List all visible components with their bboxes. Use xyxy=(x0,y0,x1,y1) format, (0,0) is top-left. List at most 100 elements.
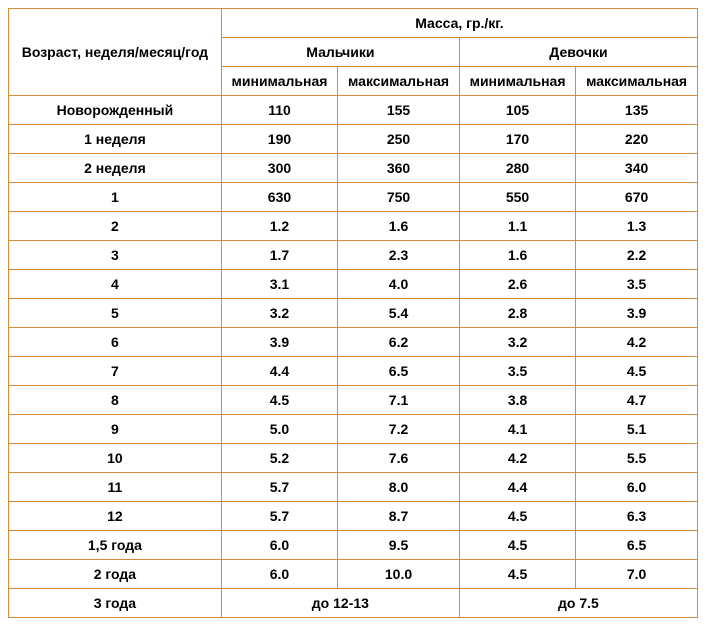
cell-girl-max: 340 xyxy=(576,154,698,183)
cell-boy-max: 1.6 xyxy=(338,212,460,241)
cell-girl-max: 220 xyxy=(576,125,698,154)
header-mass: Масса, гр./кг. xyxy=(221,9,697,38)
final-girls: до 7.5 xyxy=(459,589,697,618)
cell-girl-min: 3.8 xyxy=(459,386,575,415)
cell-boy-min: 5.0 xyxy=(221,415,337,444)
final-boys: до 12-13 xyxy=(221,589,459,618)
cell-boy-max: 4.0 xyxy=(338,270,460,299)
cell-boy-max: 7.1 xyxy=(338,386,460,415)
cell-age: 2 xyxy=(9,212,222,241)
cell-boy-min: 3.2 xyxy=(221,299,337,328)
cell-age: Новорожденный xyxy=(9,96,222,125)
cell-boy-max: 250 xyxy=(338,125,460,154)
cell-girl-max: 670 xyxy=(576,183,698,212)
cell-boy-max: 360 xyxy=(338,154,460,183)
cell-girl-max: 3.9 xyxy=(576,299,698,328)
cell-boy-min: 3.9 xyxy=(221,328,337,357)
cell-boy-max: 10.0 xyxy=(338,560,460,589)
cell-girl-max: 5.1 xyxy=(576,415,698,444)
cell-girl-max: 6.0 xyxy=(576,473,698,502)
cell-girl-min: 4.5 xyxy=(459,502,575,531)
table-row: 1,5 года6.09.54.56.5 xyxy=(9,531,698,560)
cell-boy-max: 7.6 xyxy=(338,444,460,473)
table-row: Новорожденный110155105135 xyxy=(9,96,698,125)
table-row: 63.96.23.24.2 xyxy=(9,328,698,357)
table-row: 1630750550670 xyxy=(9,183,698,212)
cell-girl-min: 3.2 xyxy=(459,328,575,357)
table-row: 125.78.74.56.3 xyxy=(9,502,698,531)
cell-girl-max: 4.7 xyxy=(576,386,698,415)
cell-age: 10 xyxy=(9,444,222,473)
cell-girl-min: 4.1 xyxy=(459,415,575,444)
cell-girl-min: 550 xyxy=(459,183,575,212)
cell-boy-max: 6.5 xyxy=(338,357,460,386)
weight-table: Возраст, неделя/месяц/год Масса, гр./кг.… xyxy=(8,8,698,618)
table-row: 2 неделя300360280340 xyxy=(9,154,698,183)
cell-girl-max: 2.2 xyxy=(576,241,698,270)
header-girls: Девочки xyxy=(459,38,697,67)
cell-girl-max: 6.5 xyxy=(576,531,698,560)
cell-girl-max: 4.2 xyxy=(576,328,698,357)
cell-boy-min: 300 xyxy=(221,154,337,183)
cell-boy-max: 9.5 xyxy=(338,531,460,560)
cell-boy-min: 4.4 xyxy=(221,357,337,386)
cell-girl-max: 135 xyxy=(576,96,698,125)
cell-age: 2 неделя xyxy=(9,154,222,183)
cell-boy-min: 6.0 xyxy=(221,560,337,589)
cell-girl-min: 2.6 xyxy=(459,270,575,299)
cell-girl-min: 4.2 xyxy=(459,444,575,473)
table-row: 21.21.61.11.3 xyxy=(9,212,698,241)
table-row: 53.25.42.83.9 xyxy=(9,299,698,328)
table-row: 105.27.64.25.5 xyxy=(9,444,698,473)
cell-boy-max: 6.2 xyxy=(338,328,460,357)
cell-boy-max: 2.3 xyxy=(338,241,460,270)
cell-girl-min: 1.6 xyxy=(459,241,575,270)
table-row: 95.07.24.15.1 xyxy=(9,415,698,444)
cell-girl-min: 4.4 xyxy=(459,473,575,502)
table-row: 74.46.53.54.5 xyxy=(9,357,698,386)
header-girl-min: минимальная xyxy=(459,67,575,96)
cell-girl-min: 4.5 xyxy=(459,560,575,589)
cell-girl-min: 4.5 xyxy=(459,531,575,560)
cell-boy-min: 1.2 xyxy=(221,212,337,241)
cell-age: 1 xyxy=(9,183,222,212)
cell-girl-min: 2.8 xyxy=(459,299,575,328)
cell-boy-min: 5.2 xyxy=(221,444,337,473)
header-boy-max: максимальная xyxy=(338,67,460,96)
cell-girl-min: 105 xyxy=(459,96,575,125)
cell-girl-min: 170 xyxy=(459,125,575,154)
table-row: 115.78.04.46.0 xyxy=(9,473,698,502)
cell-girl-max: 3.5 xyxy=(576,270,698,299)
cell-girl-max: 1.3 xyxy=(576,212,698,241)
cell-age: 8 xyxy=(9,386,222,415)
cell-age: 2 года xyxy=(9,560,222,589)
table-row: 2 года6.010.04.57.0 xyxy=(9,560,698,589)
cell-girl-min: 1.1 xyxy=(459,212,575,241)
table-row: 43.14.02.63.5 xyxy=(9,270,698,299)
final-row: 3 года до 12-13 до 7.5 xyxy=(9,589,698,618)
cell-boy-max: 750 xyxy=(338,183,460,212)
cell-boy-max: 5.4 xyxy=(338,299,460,328)
cell-age: 1 неделя xyxy=(9,125,222,154)
cell-age: 3 xyxy=(9,241,222,270)
header-age: Возраст, неделя/месяц/год xyxy=(9,9,222,96)
cell-boy-min: 630 xyxy=(221,183,337,212)
cell-boy-min: 190 xyxy=(221,125,337,154)
cell-girl-max: 6.3 xyxy=(576,502,698,531)
cell-boy-max: 8.0 xyxy=(338,473,460,502)
cell-boy-min: 1.7 xyxy=(221,241,337,270)
cell-age: 4 xyxy=(9,270,222,299)
cell-boy-min: 110 xyxy=(221,96,337,125)
cell-girl-max: 5.5 xyxy=(576,444,698,473)
table-row: 1 неделя190250170220 xyxy=(9,125,698,154)
cell-age: 11 xyxy=(9,473,222,502)
cell-boy-max: 8.7 xyxy=(338,502,460,531)
cell-boy-min: 3.1 xyxy=(221,270,337,299)
table-row: 84.57.13.84.7 xyxy=(9,386,698,415)
cell-age: 5 xyxy=(9,299,222,328)
cell-boy-max: 7.2 xyxy=(338,415,460,444)
cell-age: 9 xyxy=(9,415,222,444)
header-boys: Мальчики xyxy=(221,38,459,67)
cell-girl-max: 7.0 xyxy=(576,560,698,589)
cell-girl-max: 4.5 xyxy=(576,357,698,386)
